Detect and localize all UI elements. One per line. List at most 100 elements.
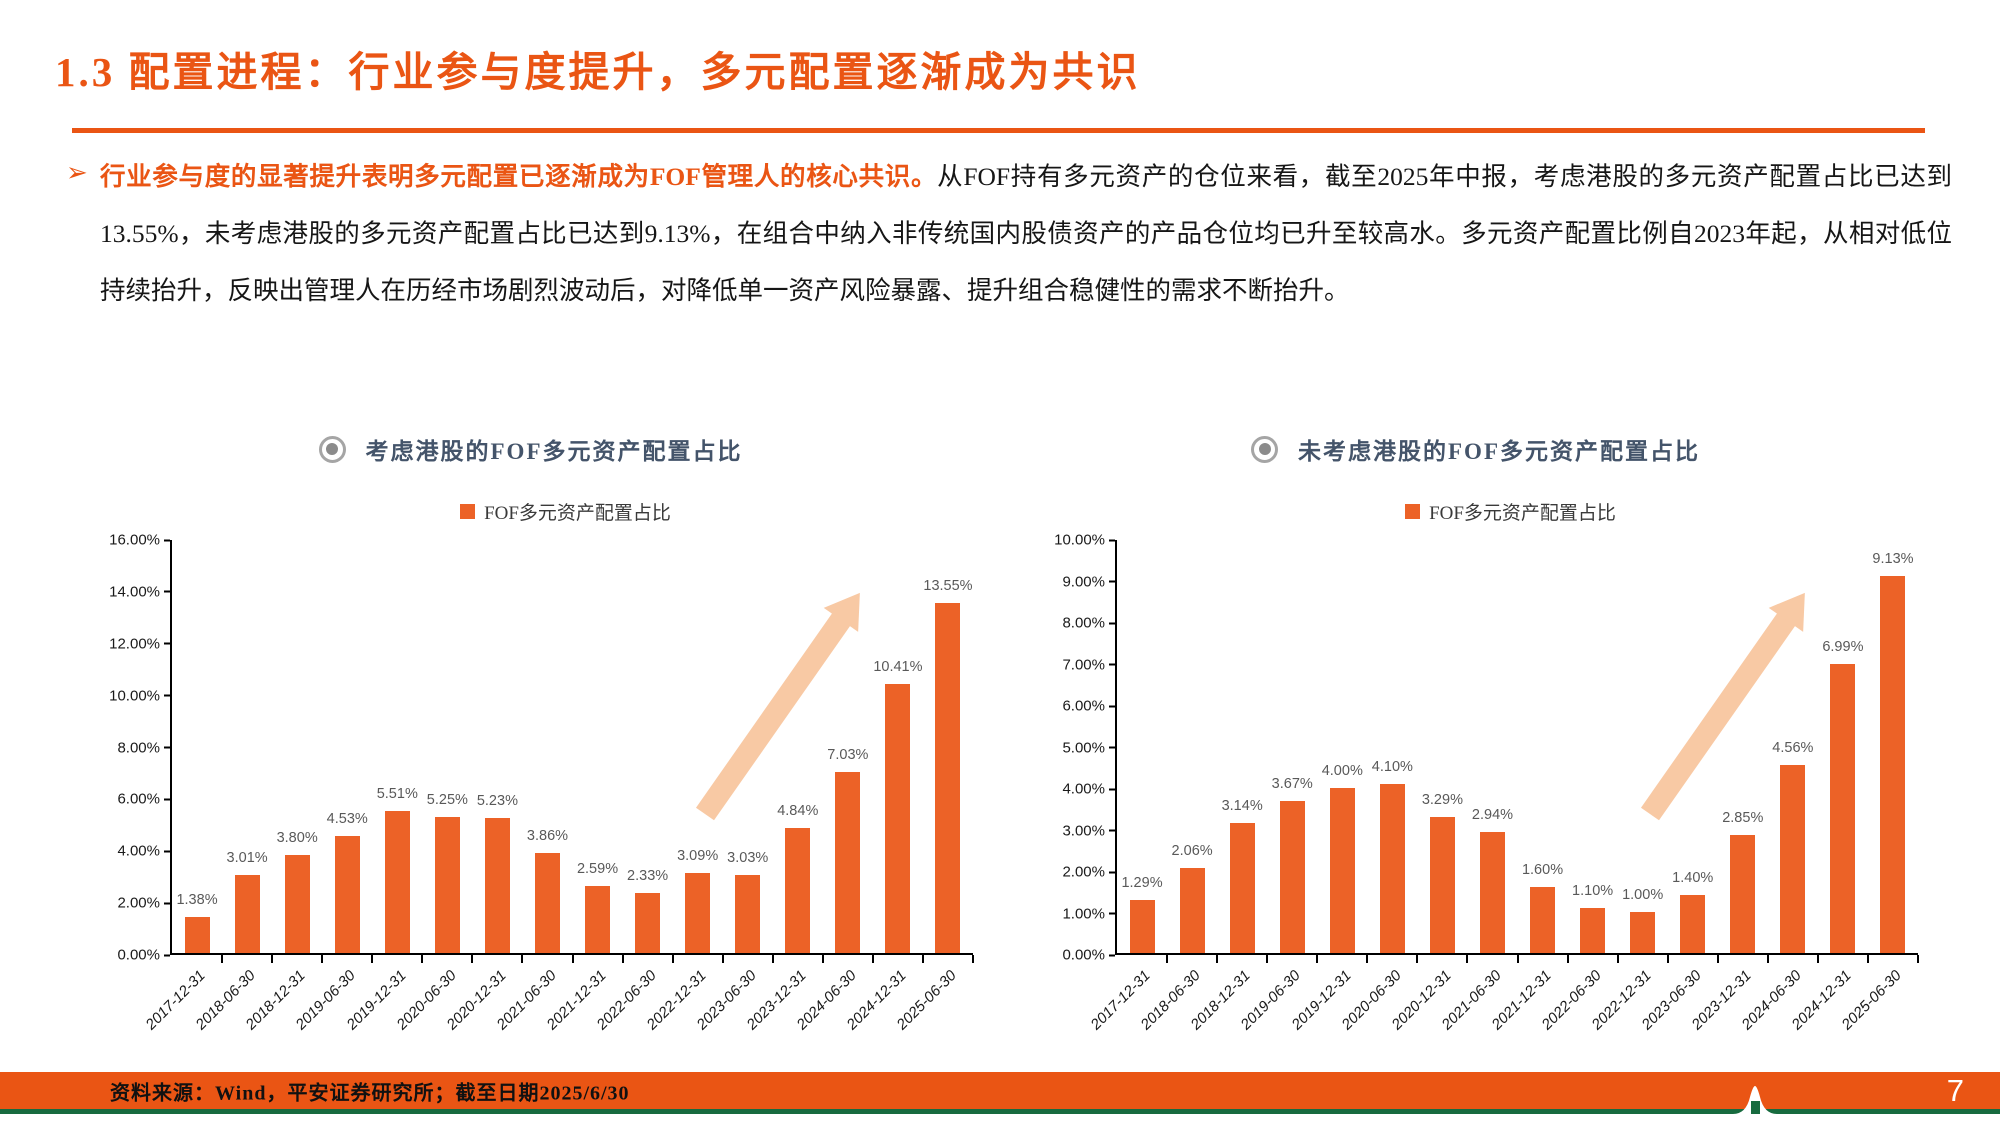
bar-value-label: 9.13% — [1872, 550, 1914, 567]
bar-slot: 9.13% 2025-06-30 — [1839, 540, 1920, 1033]
bar-value-label: 1.38% — [176, 892, 218, 909]
bar-slot: 3.29% 2020-12-31 — [1388, 540, 1469, 1033]
bar: 1.00% — [1622, 887, 1663, 953]
bar-value-label: 2.94% — [1471, 806, 1514, 823]
bar: 3.14% — [1222, 798, 1263, 953]
footer-band: 资料来源：Wind，平安证券研究所；截至日期2025/6/30 7 — [0, 1072, 2000, 1109]
bar-slot: 5.25% 2020-06-30 — [393, 540, 474, 1033]
bar-slot: 1.38% 2017-12-31 — [143, 540, 224, 1033]
bar: 1.40% — [1672, 870, 1713, 953]
page-number: 7 — [1946, 1072, 1964, 1108]
bar: 5.23% — [477, 793, 518, 953]
bar-value-label: 5.23% — [476, 793, 518, 810]
bar-slot: 1.29% 2017-12-31 — [1088, 540, 1169, 1033]
y-tick-label: 1.00% — [1062, 905, 1105, 922]
bar-value-label: 2.85% — [1722, 810, 1764, 827]
bar: 3.01% — [227, 850, 268, 953]
y-tick-label: 16.00% — [109, 531, 160, 549]
bar-value-label: 13.55% — [923, 578, 973, 595]
bar-slot: 2.59% 2021-12-31 — [543, 540, 624, 1033]
pingan-logo-icon — [1733, 1084, 1777, 1114]
bar-value-label: 1.00% — [1622, 886, 1664, 903]
bar-value-label: 2.06% — [1171, 842, 1213, 859]
bar-value-label: 4.53% — [326, 811, 368, 828]
y-axis: 16.00% 14.00% 12.00% 10.00% 8.00% 6.00% 4.00% 2… — [88, 532, 170, 964]
y-tick: 0.00% — [117, 947, 170, 964]
bar: 2.59% — [577, 861, 618, 953]
bar-slot: 3.67% 2019-06-30 — [1238, 540, 1319, 1033]
y-tick: 5.00% — [1062, 739, 1115, 756]
y-tick-label: 10.00% — [109, 687, 160, 705]
chart-legend: FOF多元资产配置占比 — [1103, 496, 1918, 526]
y-tick: 7.00% — [1062, 656, 1115, 673]
page-title: 1.3 配置进程：行业参与度提升，多元配置逐渐成为共识 — [55, 49, 1141, 95]
bar-slot: 5.51% 2019-12-31 — [343, 540, 424, 1033]
bar-slot: 3.80% 2018-12-31 — [243, 540, 324, 1033]
bar-slot: 4.53% 2019-06-30 — [293, 540, 374, 1033]
bar-value-label: 3.86% — [526, 828, 569, 845]
chart-body: 10.00% 9.00% 8.00% 7.00% 6.00% 5.00% 4.00% 3.00… — [1033, 532, 1920, 1033]
bar-value-label: 7.03% — [827, 746, 869, 763]
bar: 6.99% — [1822, 639, 1863, 953]
bar-slot: 2.85% 2023-12-31 — [1689, 540, 1769, 1033]
legend-swatch — [1405, 503, 1421, 519]
source-note: 资料来源：Wind，平安证券研究所；截至日期2025/6/30 — [110, 1082, 630, 1104]
y-tick: 8.00% — [1062, 615, 1115, 632]
bar: 5.25% — [427, 792, 468, 953]
y-tick: 10.00% — [1054, 532, 1115, 549]
bar-value-label: 3.29% — [1421, 792, 1463, 809]
bar: 3.80% — [277, 830, 318, 953]
bar: 1.10% — [1572, 883, 1613, 953]
bar-slot: 2.94% 2021-06-30 — [1438, 540, 1519, 1033]
bar-value-label: 3.01% — [226, 850, 268, 867]
bar-slot: 1.40% 2023-06-30 — [1638, 540, 1719, 1033]
y-tick-label: 0.00% — [117, 946, 160, 964]
paragraph-highlight: 行业参与度的显著提升表明多元配置已逐渐成为FOF管理人的核心共识。 — [100, 162, 938, 191]
y-tick: 0.00% — [1062, 947, 1115, 964]
y-tick: 2.00% — [117, 895, 170, 912]
bar-slot: 3.86% 2021-06-30 — [493, 540, 574, 1033]
chart-header: 考虑港股的FOF多元资产配置占比 — [318, 430, 743, 468]
bar-slot: 4.56% 2024-06-30 — [1739, 540, 1819, 1033]
legend-label: FOF多元资产配置占比 — [1429, 502, 1616, 524]
y-tick: 1.00% — [1062, 905, 1115, 922]
bar-value-label: 4.84% — [777, 803, 819, 820]
bar: 5.51% — [377, 786, 418, 953]
bar-slot: 5.23% 2020-12-31 — [443, 540, 524, 1033]
y-tick: 14.00% — [109, 583, 170, 600]
bar-slot: 2.33% 2022-06-30 — [593, 540, 674, 1033]
bar: 3.09% — [677, 848, 718, 953]
chart-header: 未考虑港股的FOF多元资产配置占比 — [1251, 430, 1700, 468]
paragraph-body: 从FOF持有多元资产的仓位来看，截至2025年中报，考虑港股的多元资产配置占比已… — [100, 162, 1953, 305]
bar-slot: 13.55% 2025-06-30 — [894, 540, 975, 1033]
y-tick: 16.00% — [109, 532, 170, 549]
bullseye-icon — [1251, 435, 1278, 463]
y-tick-label: 6.00% — [117, 790, 160, 808]
bar-slot: 3.03% 2023-06-30 — [693, 540, 774, 1033]
bar-slot: 3.14% 2018-12-31 — [1188, 540, 1269, 1033]
y-tick: 6.00% — [117, 791, 170, 808]
bar-value-label: 3.80% — [276, 829, 318, 846]
y-tick: 10.00% — [109, 687, 170, 704]
bar-slot: 4.00% 2019-12-31 — [1288, 540, 1369, 1033]
bar-value-label: 3.09% — [677, 848, 719, 865]
plot-area: 1.29% 2017-12-31 2.06% 2018-06-30 3.14% 2018-… — [1088, 540, 1920, 1033]
bar: 4.10% — [1372, 759, 1413, 953]
y-tick-label: 12.00% — [109, 635, 160, 653]
bar-value-label: 3.03% — [727, 849, 769, 866]
bar: 13.55% — [923, 578, 973, 953]
y-tick: 4.00% — [1062, 781, 1115, 798]
chart-legend: FOF多元资产配置占比 — [158, 496, 973, 526]
y-axis: 10.00% 9.00% 8.00% 7.00% 6.00% 5.00% 4.00% 3.00… — [1033, 532, 1115, 964]
bar: 7.03% — [827, 747, 868, 953]
arrow-bullet-icon: ➢ — [66, 158, 88, 188]
bar-value-label: 2.59% — [576, 861, 619, 878]
legend-swatch — [460, 503, 476, 519]
bar: 1.38% — [176, 892, 218, 953]
bar-value-label: 1.40% — [1672, 870, 1714, 887]
bar-slot: 3.09% 2022-12-31 — [643, 540, 724, 1033]
y-tick-label: 10.00% — [1054, 531, 1105, 549]
y-tick-label: 7.00% — [1062, 656, 1105, 673]
y-tick-label: 0.00% — [1062, 946, 1105, 964]
